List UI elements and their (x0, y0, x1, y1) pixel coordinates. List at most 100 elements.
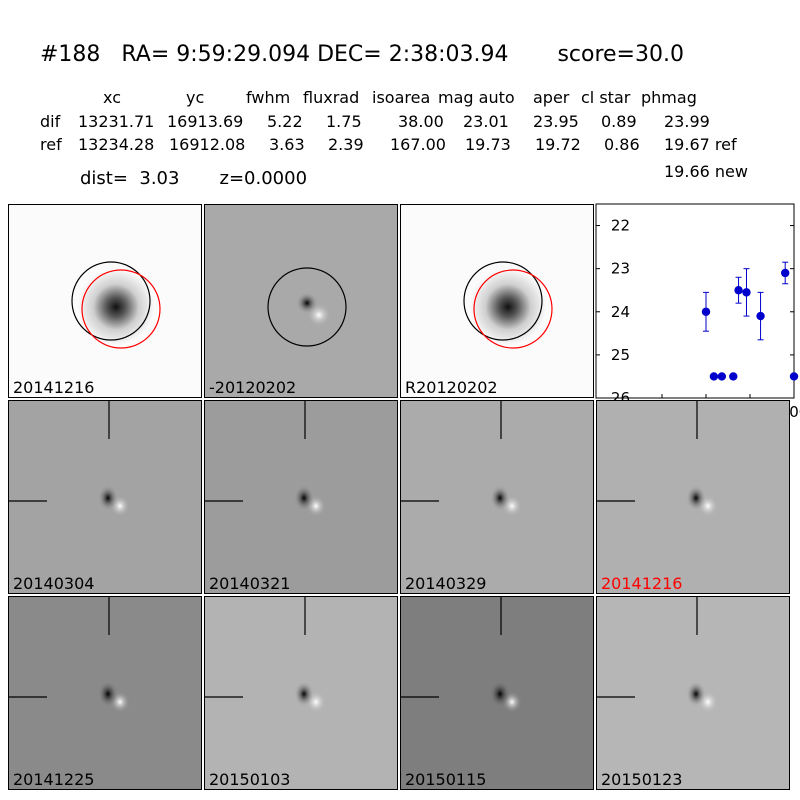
ref-fluxrad: 2.39 (328, 135, 364, 154)
epoch-stamp: 20140304 (8, 400, 202, 594)
stamp-date-label: 20140329 (405, 574, 487, 593)
stamp-date-label: 20141225 (13, 770, 95, 789)
epoch-stamp: 20140321 (204, 400, 398, 594)
stamp-image (597, 401, 718, 517)
stamp-difference: -20120202 (204, 204, 398, 398)
data-point (717, 372, 727, 381)
epoch-stamp: 20150123 (596, 596, 790, 790)
col-fwhm: fwhm (246, 88, 291, 107)
col-phmag: phmag (641, 88, 697, 107)
data-point (789, 372, 799, 381)
source-blob (78, 269, 154, 345)
stamp-new: 20141216 (8, 204, 202, 398)
negative-lobe (294, 681, 314, 707)
negative-lobe (294, 485, 314, 511)
aperture-ring-red (473, 269, 553, 349)
ref-mag-auto: 19.73 (465, 135, 511, 154)
ref-xc: 13234.28 (78, 135, 155, 154)
stamp-image (463, 261, 553, 349)
dif-aper: 23.95 (533, 112, 579, 131)
col-aper: aper (533, 88, 570, 107)
dif-fwhm: 5.22 (267, 112, 303, 131)
stamp-image (597, 597, 718, 713)
negative-lobe (98, 485, 118, 511)
negative-lobe (296, 292, 318, 314)
epoch-stamp: 20141216 (596, 400, 790, 594)
epoch-stamp: 20140329 (400, 400, 594, 594)
stamp-date-label: R20120202 (405, 378, 498, 397)
data-point (734, 286, 743, 295)
ref-aper: 19.72 (535, 135, 581, 154)
negative-lobe (490, 485, 510, 511)
stamp-date-label: 20150103 (209, 770, 291, 789)
stats-dif-row: dif 13231.71 16913.69 5.22 1.75 38.00 23… (40, 114, 710, 290)
stamp-date-label: 20141216 (601, 574, 683, 593)
negative-lobe (686, 485, 706, 511)
aperture-ring-red (81, 269, 161, 349)
data-point (701, 307, 711, 316)
col-mag-auto: mag auto (438, 88, 515, 107)
stamp-date-label: 20150115 (405, 770, 487, 789)
source-blob (470, 269, 546, 345)
row-label-dif: dif (40, 112, 61, 131)
ref-cl-star: 0.86 (604, 135, 640, 154)
aperture-ring-black (267, 267, 347, 347)
aperture-ring-black (71, 261, 151, 341)
dif-yc: 16913.69 (167, 112, 244, 131)
ref-fwhm: 3.63 (269, 135, 305, 154)
stamp-image (71, 261, 161, 349)
col-cl-star: cl star (581, 88, 631, 107)
stamp-image (9, 597, 130, 713)
stamp-image (205, 597, 326, 713)
aperture-ring-black (463, 261, 543, 341)
stamp-date-label: -20120202 (209, 378, 297, 397)
stamp-image (267, 267, 347, 347)
negative-lobe (490, 681, 510, 707)
epoch-stamp: 20150103 (204, 596, 398, 790)
dif-xc: 13231.71 (78, 112, 155, 131)
y-tick-label: 22 (611, 217, 630, 235)
stats-header-row: xc yc fwhm fluxrad isoarea mag auto aper… (40, 90, 697, 250)
data-point (709, 372, 719, 381)
stamp-image (401, 401, 522, 517)
stats-ref-row: ref 13234.28 16912.08 3.63 2.39 167.00 1… (40, 137, 737, 313)
ref-isoarea: 167.00 (390, 135, 446, 154)
col-fluxrad: fluxrad (303, 88, 360, 107)
y-tick-label: 24 (611, 303, 630, 321)
dif-isoarea: 38.00 (398, 112, 444, 131)
negative-lobe (98, 681, 118, 707)
data-point (756, 311, 765, 321)
epoch-stamp: 20141225 (8, 596, 202, 790)
data-point (742, 288, 751, 297)
row-label-ref: ref (40, 135, 62, 154)
dif-cl-star: 0.89 (601, 112, 637, 131)
y-tick-label: 23 (611, 260, 630, 278)
ref-phmag: 19.67 ref (664, 135, 737, 154)
candidate-title: #188 RA= 9:59:29.094 DEC= 2:38:03.94 sco… (40, 42, 684, 67)
col-xc: xc (103, 88, 121, 107)
dif-fluxrad: 1.75 (326, 112, 362, 131)
stamp-image (9, 401, 130, 517)
dif-mag-auto: 23.01 (463, 112, 509, 131)
stamp-image (205, 401, 326, 517)
stamp-reference: R20120202 (400, 204, 594, 398)
dif-phmag: 23.99 (664, 112, 710, 131)
data-point (729, 372, 738, 381)
negative-lobe (686, 681, 706, 707)
col-yc: yc (186, 88, 205, 107)
stamp-date-label: 20140321 (209, 574, 291, 593)
stamp-image (401, 597, 522, 713)
stamp-date-label: 20150123 (601, 770, 683, 789)
phmag-new: 19.66 new (664, 162, 748, 181)
y-tick-label: 25 (611, 346, 630, 364)
stamp-date-label: 20141216 (13, 378, 95, 397)
plot-frame (595, 203, 795, 399)
data-point (781, 268, 790, 278)
col-isoarea: isoarea (372, 88, 431, 107)
epoch-stamp: 20150115 (400, 596, 594, 790)
stamp-date-label: 20140304 (13, 574, 95, 593)
dist-redshift-line: dist= 3.03 z=0.0000 (80, 168, 308, 189)
ref-yc: 16912.08 (169, 135, 246, 154)
